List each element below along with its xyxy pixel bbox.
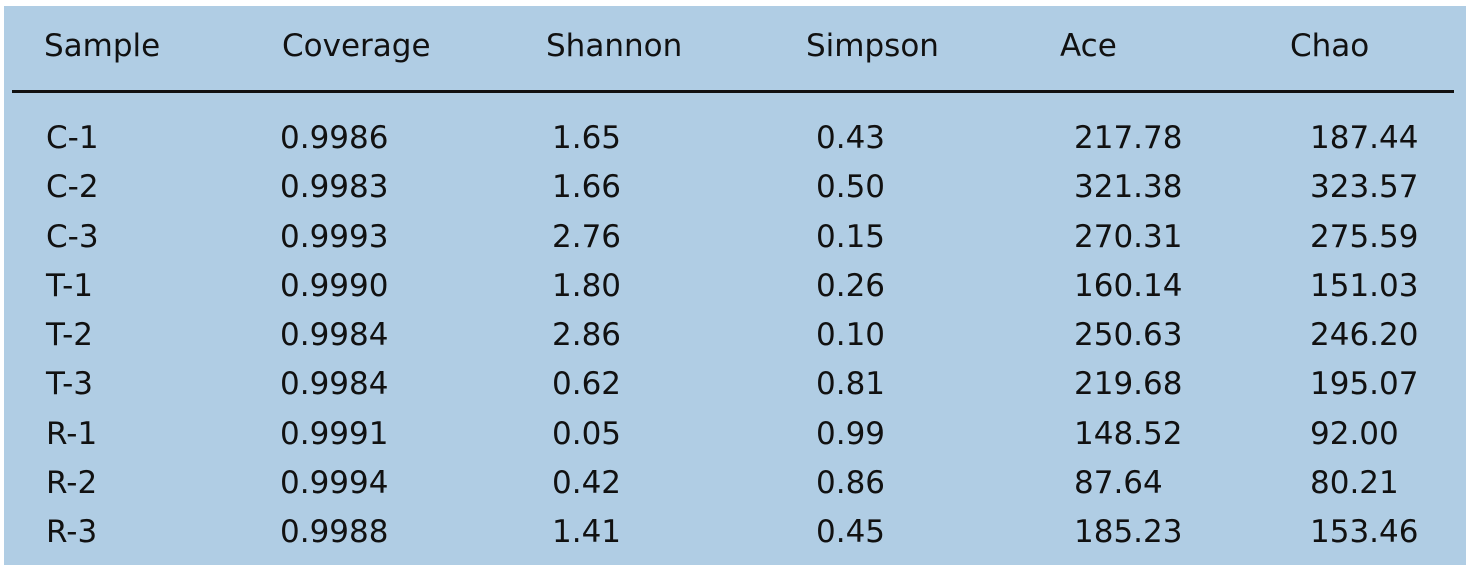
column-header-shannon: Shannon — [546, 28, 683, 64]
cell-sample: T-1 — [46, 267, 93, 304]
cell-sample: R-3 — [46, 514, 98, 550]
column-header-chao: Chao — [1290, 28, 1370, 64]
table-row: C-1 0.9986 1.65 0.43 217.78 187.44 — [4, 120, 1466, 160]
cell-chao: 275.59 — [1310, 218, 1419, 255]
cell-simpson: 0.45 — [816, 514, 886, 550]
cell-sample: T-3 — [46, 366, 93, 403]
cell-ace: 87.64 — [1074, 464, 1163, 501]
table-row: T-2 0.9984 2.86 0.10 250.63 246.20 — [4, 317, 1466, 357]
cell-simpson: 0.43 — [816, 120, 886, 156]
cell-chao: 151.03 — [1310, 267, 1419, 304]
cell-shannon: 1.65 — [552, 120, 622, 156]
cell-sample: R-1 — [46, 415, 98, 452]
cell-chao: 92.00 — [1310, 415, 1399, 452]
table-row: R-1 0.9991 0.05 0.99 148.52 92.00 — [4, 416, 1466, 456]
table-row: C-3 0.9993 2.76 0.15 270.31 275.59 — [4, 219, 1466, 259]
cell-simpson: 0.81 — [816, 366, 886, 403]
cell-ace: 185.23 — [1074, 514, 1183, 550]
cell-coverage: 0.9983 — [280, 169, 389, 206]
cell-simpson: 0.50 — [816, 169, 886, 206]
header-divider — [12, 90, 1454, 93]
cell-ace: 250.63 — [1074, 317, 1183, 353]
cell-chao: 80.21 — [1310, 464, 1399, 501]
cell-shannon: 0.42 — [552, 464, 622, 501]
cell-ace: 270.31 — [1074, 218, 1183, 255]
cell-shannon: 1.80 — [552, 267, 622, 304]
cell-simpson: 0.10 — [816, 317, 886, 353]
cell-simpson: 0.26 — [816, 267, 886, 304]
cell-shannon: 0.62 — [552, 366, 622, 403]
cell-coverage: 0.9990 — [280, 267, 389, 304]
cell-shannon: 0.05 — [552, 415, 622, 452]
cell-sample: T-2 — [46, 317, 93, 353]
cell-coverage: 0.9984 — [280, 366, 389, 403]
cell-coverage: 0.9988 — [280, 514, 389, 550]
cell-sample: C-3 — [46, 218, 99, 255]
cell-sample: R-2 — [46, 464, 98, 501]
cell-sample: C-1 — [46, 120, 99, 156]
cell-coverage: 0.9994 — [280, 464, 389, 501]
column-header-coverage: Coverage — [282, 28, 431, 64]
cell-simpson: 0.99 — [816, 415, 886, 452]
cell-shannon: 1.41 — [552, 514, 622, 550]
cell-coverage: 0.9993 — [280, 218, 389, 255]
cell-ace: 217.78 — [1074, 120, 1183, 156]
column-header-ace: Ace — [1060, 28, 1117, 64]
cell-simpson: 0.86 — [816, 464, 886, 501]
cell-ace: 148.52 — [1074, 415, 1183, 452]
cell-shannon: 1.66 — [552, 169, 622, 206]
cell-shannon: 2.86 — [552, 317, 622, 353]
cell-simpson: 0.15 — [816, 218, 886, 255]
table-row: T-3 0.9984 0.62 0.81 219.68 195.07 — [4, 366, 1466, 406]
column-header-simpson: Simpson — [806, 28, 939, 64]
cell-chao: 246.20 — [1310, 317, 1419, 353]
table-row: C-2 0.9983 1.66 0.50 321.38 323.57 — [4, 169, 1466, 209]
cell-ace: 160.14 — [1074, 267, 1183, 304]
table-row: R-3 0.9988 1.41 0.45 185.23 153.46 — [4, 514, 1466, 554]
table-panel: Sample Coverage Shannon Simpson Ace Chao… — [4, 6, 1466, 565]
cell-chao: 187.44 — [1310, 120, 1419, 156]
cell-chao: 153.46 — [1310, 514, 1419, 550]
cell-coverage: 0.9991 — [280, 415, 389, 452]
table-row: T-1 0.9990 1.80 0.26 160.14 151.03 — [4, 268, 1466, 308]
cell-ace: 321.38 — [1074, 169, 1183, 206]
cell-sample: C-2 — [46, 169, 99, 206]
cell-shannon: 2.76 — [552, 218, 622, 255]
table-row: R-2 0.9994 0.42 0.86 87.64 80.21 — [4, 465, 1466, 505]
cell-chao: 323.57 — [1310, 169, 1419, 206]
cell-coverage: 0.9984 — [280, 317, 389, 353]
column-header-sample: Sample — [44, 28, 161, 64]
cell-chao: 195.07 — [1310, 366, 1419, 403]
cell-coverage: 0.9986 — [280, 120, 389, 156]
table-header-row: Sample Coverage Shannon Simpson Ace Chao — [4, 28, 1466, 68]
cell-ace: 219.68 — [1074, 366, 1183, 403]
